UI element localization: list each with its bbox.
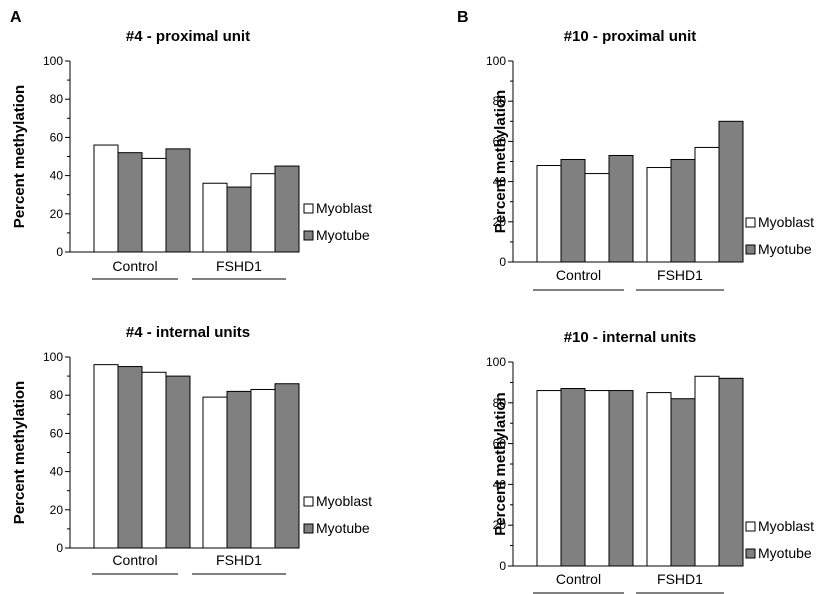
y-axis-label: Percent methylation bbox=[11, 381, 28, 524]
chart-title: #4 - internal units bbox=[126, 324, 250, 341]
legend-swatch-myotube bbox=[303, 523, 314, 534]
bar-myoblast-fshd1 bbox=[646, 392, 672, 567]
group-label-fshd1: FSHD1 bbox=[657, 571, 703, 587]
legend-label-myotube: Myotube bbox=[758, 241, 812, 257]
y-tick-label: 40 bbox=[50, 465, 64, 479]
chart-b-top: #10 - proximal unit Percent methylation 0 2… bbox=[486, 28, 814, 291]
bar-myoblast-control bbox=[141, 157, 167, 253]
chart-b-bottom: #10 - internal units Percent methylation 0… bbox=[486, 329, 814, 594]
legend-label-myoblast: Myoblast bbox=[316, 493, 372, 509]
y-tick-label: 100 bbox=[486, 355, 506, 369]
bar-myotube-control bbox=[608, 390, 634, 567]
y-axis-label: Percent methylation bbox=[492, 90, 509, 233]
legend-swatch-myoblast bbox=[303, 203, 314, 214]
bar-myoblast-control bbox=[536, 390, 562, 567]
y-tick-label: 20 bbox=[493, 518, 507, 532]
panel-label-a: A bbox=[10, 9, 22, 26]
y-tick-label: 0 bbox=[499, 559, 506, 573]
group-label-control: Control bbox=[556, 571, 601, 587]
y-tick-label: 80 bbox=[493, 94, 507, 108]
bar-myoblast-control bbox=[536, 165, 562, 263]
bar-myoblast-fshd1 bbox=[250, 388, 276, 549]
legend-label-myoblast: Myoblast bbox=[758, 214, 814, 230]
bar-myoblast-control bbox=[584, 390, 610, 567]
y-tick-label: 80 bbox=[50, 92, 64, 106]
group-label-control: Control bbox=[112, 258, 157, 274]
legend-label-myotube: Myotube bbox=[316, 520, 370, 536]
y-tick-label: 0 bbox=[499, 255, 506, 269]
chart-title: #4 - proximal unit bbox=[126, 28, 250, 45]
bar-myotube-control bbox=[165, 148, 191, 253]
bar-myotube-fshd1 bbox=[274, 165, 300, 253]
group-label-fshd1: FSHD1 bbox=[216, 552, 262, 568]
bar-myotube-control bbox=[117, 366, 143, 549]
bar-myotube-control bbox=[165, 375, 191, 549]
bar-myoblast-fshd1 bbox=[202, 396, 228, 549]
bar-myotube-fshd1 bbox=[670, 398, 696, 567]
legend-swatch-myoblast bbox=[303, 496, 314, 507]
y-tick-label: 80 bbox=[50, 388, 64, 402]
y-tick-label: 80 bbox=[493, 396, 507, 410]
y-tick-label: 20 bbox=[50, 503, 64, 517]
group-label-control: Control bbox=[556, 267, 601, 283]
y-tick-label: 40 bbox=[493, 477, 507, 491]
bar-myotube-control bbox=[560, 388, 586, 567]
bar-myotube-control bbox=[560, 158, 586, 263]
y-tick-label: 100 bbox=[43, 54, 63, 68]
legend-label-myoblast: Myoblast bbox=[758, 518, 814, 534]
bar-myoblast-fshd1 bbox=[646, 167, 672, 263]
legend-label-myoblast: Myoblast bbox=[316, 200, 372, 216]
bar-myotube-fshd1 bbox=[226, 186, 252, 253]
bar-myoblast-control bbox=[93, 364, 119, 549]
legend-label-myotube: Myotube bbox=[316, 227, 370, 243]
legend-swatch-myotube bbox=[303, 230, 314, 241]
legend-swatch-myoblast bbox=[745, 521, 756, 532]
group-label-control: Control bbox=[112, 552, 157, 568]
y-tick-label: 0 bbox=[56, 541, 63, 555]
y-tick-label: 60 bbox=[493, 134, 507, 148]
bar-myotube-control bbox=[608, 154, 634, 263]
y-tick-label: 40 bbox=[50, 169, 64, 183]
y-tick-label: 60 bbox=[493, 437, 507, 451]
group-label-fshd1: FSHD1 bbox=[657, 267, 703, 283]
bar-myotube-fshd1 bbox=[274, 383, 300, 549]
legend-swatch-myotube bbox=[745, 548, 756, 559]
chart-title: #10 - proximal unit bbox=[564, 28, 697, 45]
bar-myoblast-control bbox=[584, 173, 610, 263]
chart-a-bottom: #4 - internal units Percent methylation 0 2… bbox=[11, 324, 372, 575]
y-tick-label: 40 bbox=[493, 175, 507, 189]
legend-label-myotube: Myotube bbox=[758, 545, 812, 561]
bar-myotube-fshd1 bbox=[718, 120, 744, 263]
bar-myoblast-fshd1 bbox=[250, 173, 276, 253]
bar-myoblast-fshd1 bbox=[694, 375, 720, 567]
legend-swatch-myoblast bbox=[745, 217, 756, 228]
bar-myotube-control bbox=[117, 152, 143, 253]
bar-myoblast-control bbox=[93, 144, 119, 253]
y-tick-label: 100 bbox=[43, 350, 63, 364]
y-tick-label: 20 bbox=[493, 215, 507, 229]
chart-a-top: #4 - proximal unit Percent methylation 0 20… bbox=[11, 28, 372, 280]
bar-myoblast-control bbox=[141, 371, 167, 549]
y-tick-label: 0 bbox=[56, 245, 63, 259]
y-axis-label: Percent methylation bbox=[11, 85, 28, 228]
bar-myoblast-fshd1 bbox=[202, 182, 228, 253]
y-tick-label: 60 bbox=[50, 426, 64, 440]
bar-myotube-fshd1 bbox=[718, 377, 744, 567]
panel-label-b: B bbox=[457, 9, 469, 26]
bar-myoblast-fshd1 bbox=[694, 146, 720, 263]
legend-swatch-myotube bbox=[745, 244, 756, 255]
group-label-fshd1: FSHD1 bbox=[216, 258, 262, 274]
chart-title: #10 - internal units bbox=[564, 329, 697, 346]
bar-myotube-fshd1 bbox=[226, 390, 252, 549]
y-tick-label: 20 bbox=[50, 207, 64, 221]
y-tick-label: 60 bbox=[50, 130, 64, 144]
y-axis-label: Percent methylation bbox=[492, 392, 509, 535]
y-tick-label: 100 bbox=[486, 54, 506, 68]
bar-myotube-fshd1 bbox=[670, 158, 696, 263]
